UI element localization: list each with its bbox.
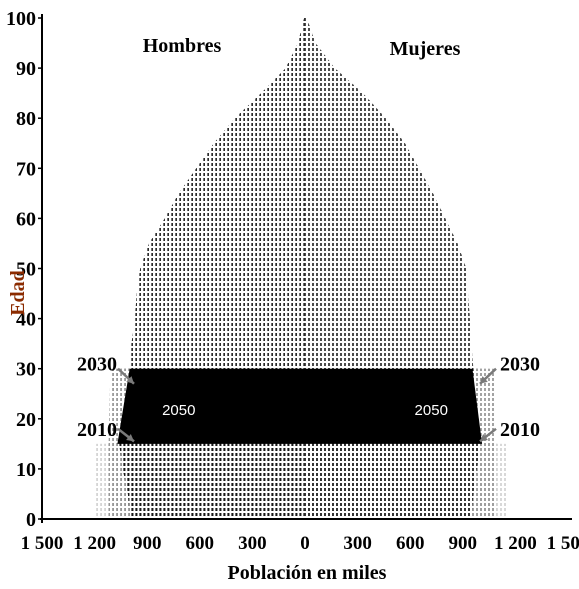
annotation-2010-left: 2010: [77, 419, 117, 441]
y-tick-label: 0: [26, 509, 36, 531]
highlight-band-2050: [117, 368, 483, 444]
x-tick-label: 600: [186, 533, 215, 554]
annotation-2030-right: 2030: [500, 354, 540, 376]
x-tick-label: 300: [343, 533, 372, 554]
x-tick-label: 300: [238, 533, 267, 554]
y-tick-label: 40: [16, 309, 36, 331]
annotation-2010-right: 2010: [500, 419, 540, 441]
annotations: 2030 2010 2030 2010 2050 2050: [77, 354, 540, 443]
x-tick-label: 600: [396, 533, 425, 554]
y-tick-label: 100: [6, 8, 36, 30]
y-tick-label: 10: [16, 459, 36, 481]
y-tick-label: 90: [16, 58, 36, 80]
axes: [40, 14, 572, 523]
y-tick-label: 20: [16, 409, 36, 431]
y-tick-label: 50: [16, 259, 36, 281]
x-tick-label: 0: [300, 533, 310, 554]
x-tick-label: 1 500: [21, 533, 64, 554]
y-axis-label: Edad: [7, 270, 29, 316]
x-tick-label: 900: [449, 533, 478, 554]
side-label-right: Mujeres: [390, 38, 461, 60]
x-tick-label: 1 500: [547, 533, 579, 554]
x-tick-label: 1 200: [494, 533, 537, 554]
side-label-left: Hombres: [143, 35, 222, 57]
y-tick-label: 60: [16, 208, 36, 230]
annotation-2050-left: 2050: [162, 402, 195, 419]
annotation-2050-right: 2050: [415, 402, 448, 419]
y-tick-label: 80: [16, 108, 36, 130]
x-axis-label: Población en miles: [228, 562, 387, 584]
annotation-arrowhead: [126, 376, 134, 384]
band-2050-15-30: [117, 368, 483, 444]
annotation-arrowhead: [480, 433, 488, 442]
x-tick-label: 900: [133, 533, 162, 554]
annotation-2030-left: 2030: [77, 354, 117, 376]
y-tick-label: 30: [16, 359, 36, 381]
x-tick-label: 1 200: [73, 533, 116, 554]
annotation-arrowhead: [126, 433, 134, 442]
y-tick-label: 70: [16, 158, 36, 180]
annotation-arrowhead: [480, 376, 488, 384]
